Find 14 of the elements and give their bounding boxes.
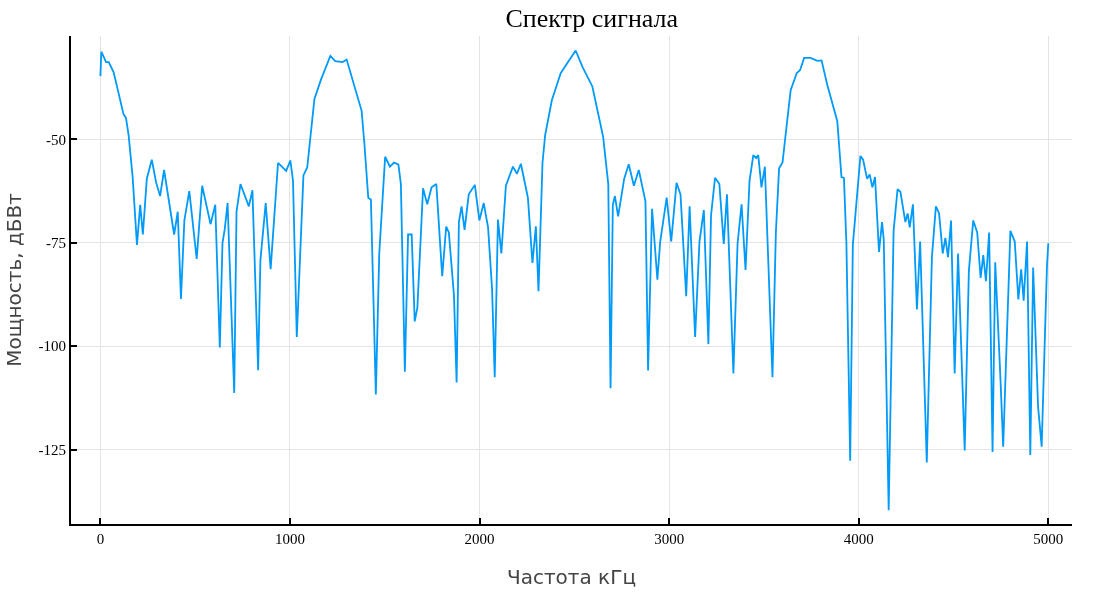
x-tick-label: 1000 — [274, 531, 305, 547]
x-tick-label: 4000 — [843, 531, 874, 547]
line-series — [99, 49, 1050, 512]
y-axis-title: Мощность, дБВт — [1, 192, 26, 367]
y-tick-label: -50 — [46, 131, 66, 148]
x-axis-title: Частота кГц — [506, 565, 637, 589]
y-tick-label: -100 — [38, 338, 66, 355]
x-tick-label: 0 — [96, 531, 105, 547]
chart-title: Спектр сигнала — [505, 4, 679, 34]
x-tick-label: 3000 — [654, 531, 685, 547]
x-tick-label: 5000 — [1033, 531, 1064, 547]
y-tick-label: -125 — [38, 441, 66, 458]
x-tick-label: 2000 — [464, 531, 495, 547]
y-tick-label: -75 — [46, 235, 66, 252]
